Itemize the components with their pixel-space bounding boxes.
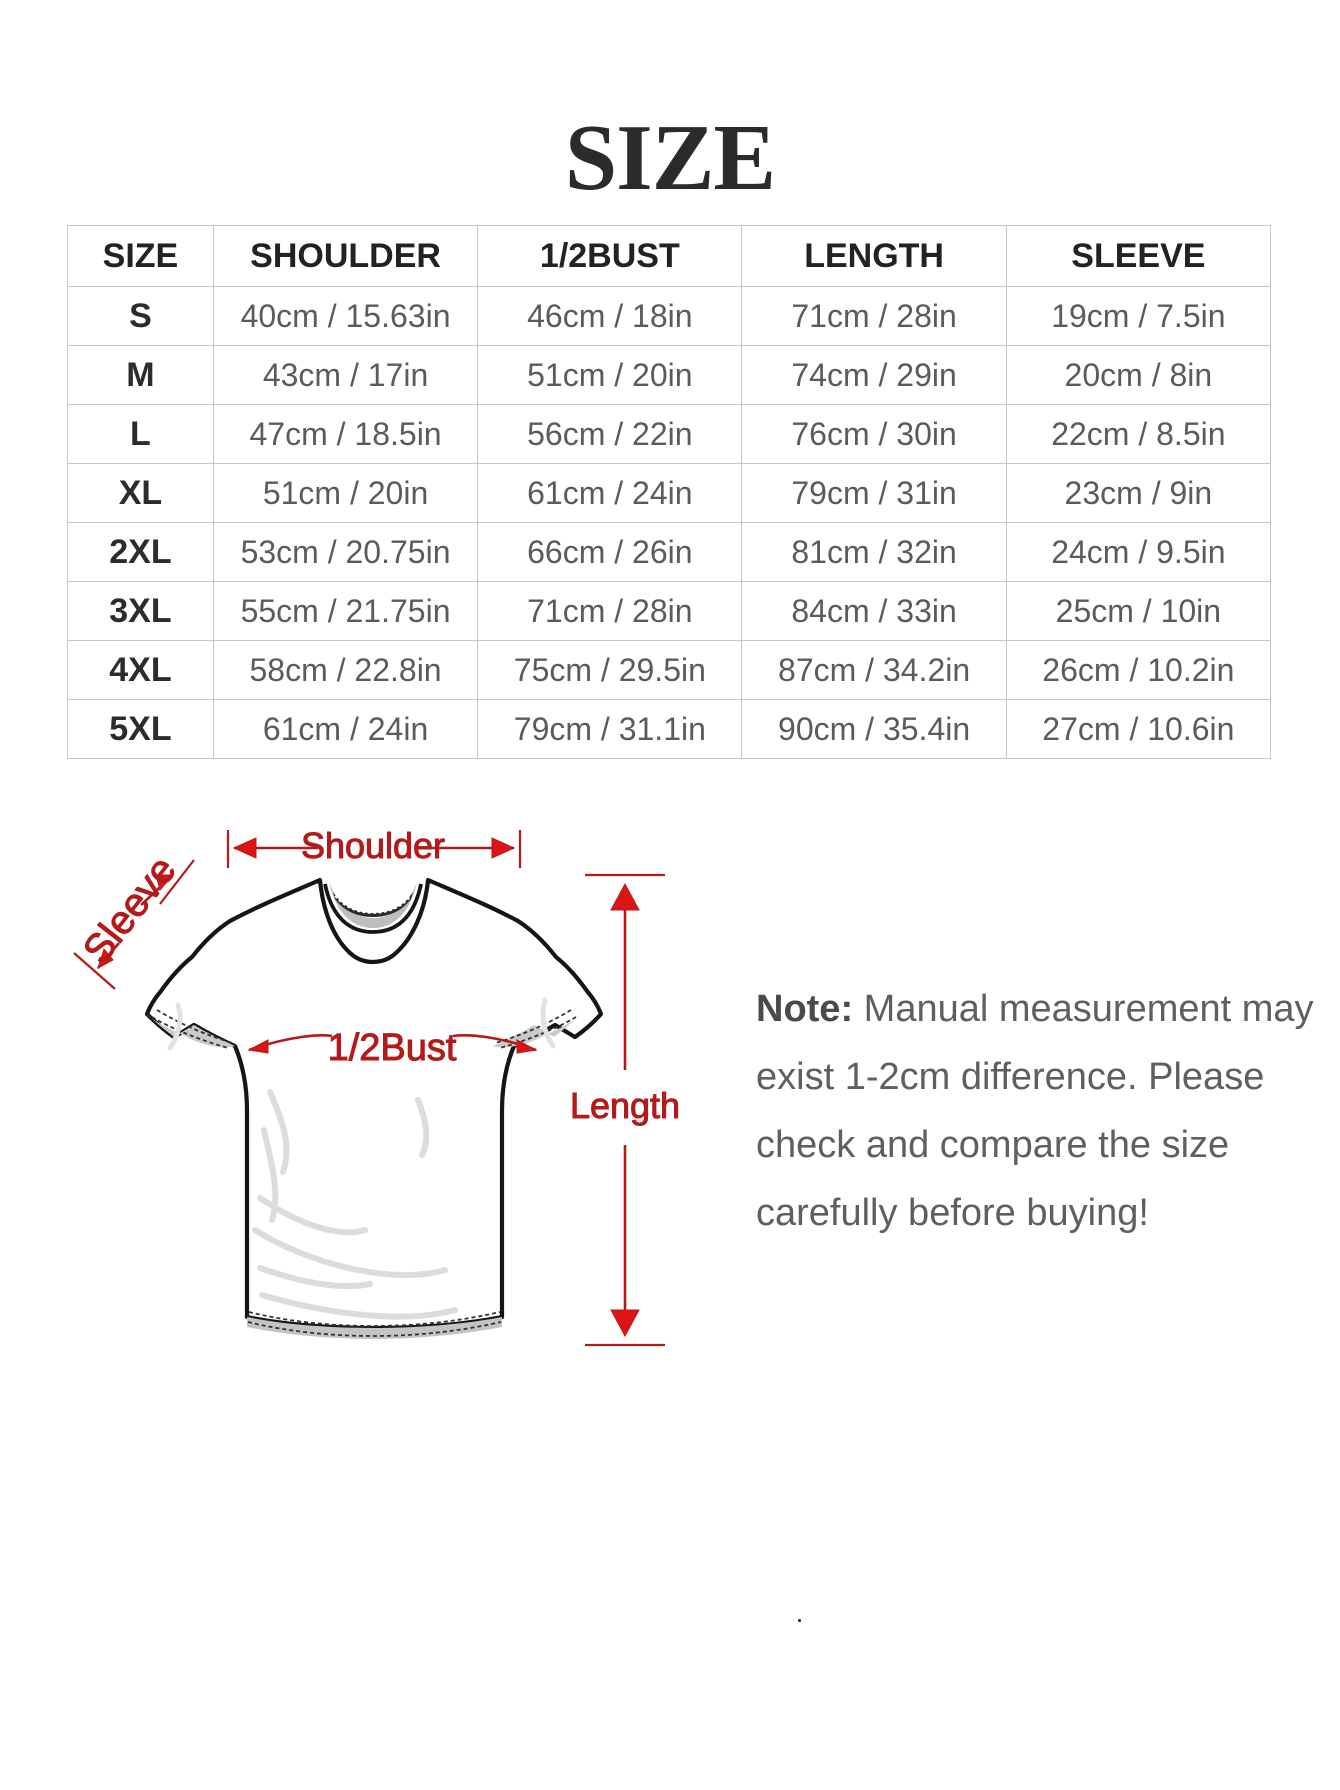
svg-text:Shoulder: Shoulder	[301, 825, 445, 866]
svg-text:Length: Length	[570, 1085, 680, 1126]
svg-text:1/2Bust: 1/2Bust	[328, 1027, 457, 1069]
svg-text:Sleeve: Sleeve	[75, 848, 185, 971]
